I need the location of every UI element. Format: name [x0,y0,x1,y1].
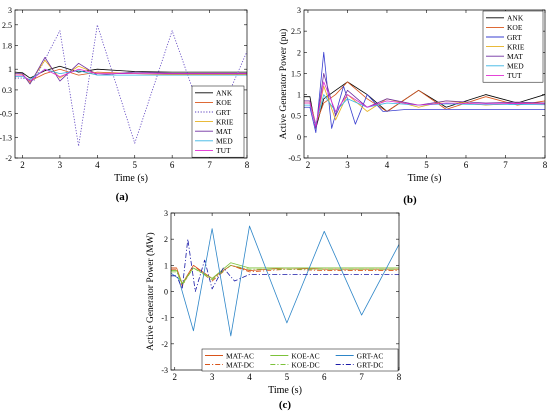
series-group [304,51,545,134]
panel-caption: (a) [116,191,129,203]
y-tick-label: 1 [8,65,12,74]
legend-label-tut: TUT [216,146,231,155]
legend-label-koe-dc: KOE-DC [291,360,319,369]
y-tick-label: 3 [8,6,12,15]
y-tick-label: -0.5 [288,154,301,163]
y-tick-label: -1 [161,314,168,323]
y-tick-label: 2 [297,48,301,57]
x-tick-label: 7 [503,160,508,170]
x-axis-label: Time (s) [114,173,148,184]
legend-label-grt: GRT [507,33,522,42]
legend-label-koe-ac: KOE-AC [291,351,319,360]
legend-label-krie: KRIE [216,117,234,126]
x-tick-label: 2 [306,160,311,170]
y-tick-label: 1.5 [291,69,301,78]
series-line-tut [15,68,247,82]
legend-label-ank: ANK [507,14,524,23]
x-tick-label: 4 [95,160,100,170]
x-tick-label: 8 [245,160,250,170]
y-tick-label: 2 [164,235,168,244]
x-tick-label: 3 [210,372,215,382]
series-line-koe-ac [171,262,399,285]
x-tick-label: 7 [359,372,364,382]
legend-label-mat: MAT [507,52,523,61]
y-tick-label: -3 [161,366,168,375]
series-line-tut [304,81,545,127]
legend-label-med: MED [507,62,524,71]
legend-label-grt: GRT [216,108,231,117]
x-tick-label: 6 [464,160,469,170]
x-tick-label: 8 [543,160,548,170]
legend-label-mat-dc: MAT-DC [226,360,254,369]
series-group [15,24,247,147]
y-axis-label: Active Generator Power (pu) [278,29,289,140]
x-axis-label: Time (s) [408,173,442,184]
series-line-koe-dc [171,264,399,286]
series-line-grt-ac [171,225,399,337]
legend-label-koe: KOE [507,23,523,32]
legend-label-mat-ac: MAT-AC [226,351,254,360]
x-tick-label: 3 [58,160,63,170]
x-tick-label: 6 [170,160,175,170]
y-tick-label: -0.5 [0,110,12,119]
chart-panel-c: 2 3 4 5 6 7 8 -3 -2 -1 0 1 2 3 Time (s) Active Generato… [145,209,402,411]
x-tick-label: 8 [397,372,402,382]
legend-label-grt-dc: GRT-DC [357,360,384,369]
y-tick-label: 1.8 [2,42,12,51]
x-tick-label: 5 [132,160,137,170]
x-tick-label: 4 [247,372,252,382]
x-tick-label: 6 [322,372,327,382]
x-tick-label: 5 [424,160,429,170]
legend-box [201,348,399,372]
x-tick-label: 2 [20,160,25,170]
x-tick-label: 5 [285,372,290,382]
y-tick-label: 2.5 [291,27,301,36]
legend-label-med: MED [216,137,233,146]
legend-label-mat: MAT [216,127,232,136]
plot-area [171,213,399,370]
y-tick-label: 3 [297,6,301,15]
y-tick-label: 0 [164,288,168,297]
x-tick-label: 7 [207,160,212,170]
y-tick-label: 0 [297,133,301,142]
y-tick-label: -1.3 [0,133,12,142]
x-tick-label: 4 [385,160,390,170]
axes-frame [14,9,248,159]
y-tick-label: -2 [5,154,12,163]
legend-label-grt-ac: GRT-AC [357,351,384,360]
legend-label-ank: ANK [216,89,233,98]
y-tick-label: 3 [164,209,168,218]
legend-label-tut: TUT [507,71,522,80]
legend-label-koe: KOE [216,98,232,107]
panel-caption: (b) [403,194,417,206]
x-axis-label: Time (s) [268,385,302,396]
series-line-ank [15,65,247,79]
chart-panel-b: 2 3 4 5 6 7 8 -0.5 0 0.5 1 1.5 2 2.5 3 Time (s) Active G… [278,6,548,206]
x-tick-label: 3 [345,160,350,170]
panel-caption: (c) [279,399,292,411]
legend-label-krie: KRIE [507,42,525,51]
x-tick-label: 2 [172,372,177,382]
y-tick-label: 0.3 [2,86,12,95]
y-tick-label: -2 [161,340,168,349]
y-axis-label: Active Generator Power (MW) [145,232,156,350]
y-tick-label: 0.5 [291,112,301,121]
series-group [171,225,399,337]
y-tick-label: 1 [164,261,168,270]
y-tick-label: 1 [297,91,301,100]
series-line-grt-dc [171,238,399,292]
y-tick-label: 2.5 [2,21,12,30]
axes-frame [303,9,546,159]
